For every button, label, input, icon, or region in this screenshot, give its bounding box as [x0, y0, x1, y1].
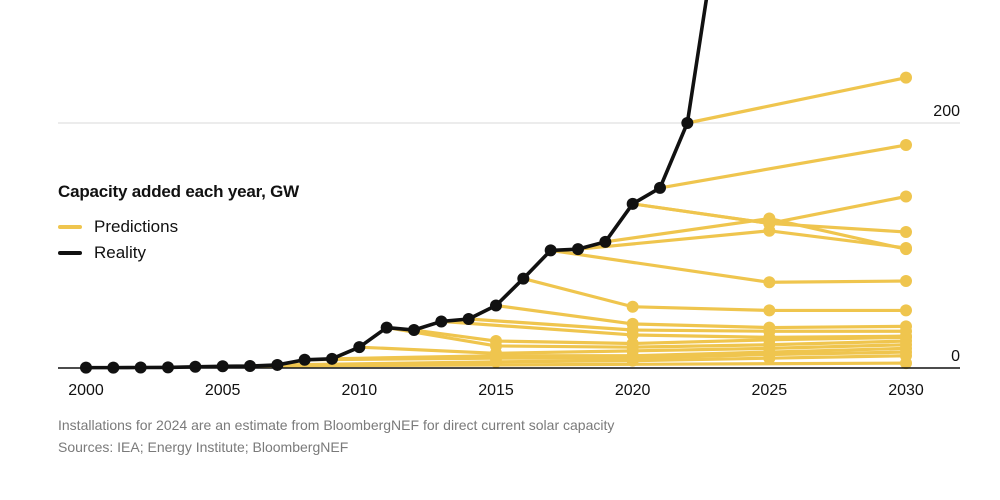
reality-point	[462, 313, 475, 325]
reality-series	[80, 0, 709, 374]
y-tick-label: 0	[951, 348, 960, 365]
reality-point	[353, 341, 366, 354]
x-tick-label: 2030	[888, 382, 924, 399]
prediction-line	[248, 361, 908, 368]
note-estimate: Installations for 2024 are an estimate f…	[58, 417, 615, 433]
prediction-point	[900, 241, 912, 254]
prediction-point	[626, 300, 639, 313]
reality-point	[380, 321, 393, 334]
prediction-line	[549, 248, 908, 284]
reality-point	[599, 235, 612, 248]
legend-item-predictions: Predictions	[58, 214, 299, 240]
prediction-point	[900, 226, 912, 239]
reality-point	[435, 315, 448, 328]
x-tick-label: 2005	[205, 382, 241, 399]
prediction-point	[763, 276, 776, 289]
legend-item-reality: Reality	[58, 240, 299, 266]
reality-point	[216, 360, 229, 373]
chart-title: Capacity added each year, GW	[58, 182, 299, 201]
x-tick-label: 2015	[478, 382, 514, 399]
prediction-line	[658, 143, 908, 190]
reality-point	[681, 117, 694, 129]
legend-label-predictions: Predictions	[94, 217, 179, 236]
legend: Capacity added each year, GW Predictions…	[58, 182, 299, 266]
prediction-point	[763, 352, 776, 365]
legend-swatch-reality	[58, 251, 82, 255]
prediction-point	[900, 71, 912, 84]
prediction-line	[439, 319, 908, 339]
prediction-point	[763, 224, 776, 237]
prediction-point	[900, 275, 912, 288]
reality-point	[244, 360, 256, 373]
reality-point	[271, 358, 284, 371]
prediction-point	[626, 328, 639, 341]
prediction-point	[900, 304, 912, 317]
reality-point	[326, 352, 338, 365]
x-tick-label: 2000	[68, 382, 104, 399]
reality-point	[572, 243, 584, 256]
reality-point	[490, 299, 502, 312]
prediction-point	[900, 139, 912, 152]
x-tick-label: 2025	[752, 382, 788, 399]
reality-point	[626, 197, 639, 210]
reality-point	[654, 181, 666, 194]
legend-label-reality: Reality	[94, 243, 146, 262]
legend-swatch-predictions	[58, 225, 82, 229]
note-sources: Sources: IEA; Energy Institute; Bloomber…	[58, 439, 349, 455]
x-tick-label: 2020	[615, 382, 651, 399]
reality-point	[517, 272, 530, 285]
prediction-line	[467, 317, 908, 333]
prediction-line	[521, 276, 908, 313]
chart-notes: Installations for 2024 are an estimate f…	[58, 414, 614, 458]
prediction-point	[763, 212, 776, 225]
prediction-point	[900, 357, 912, 370]
reality-point	[189, 360, 202, 373]
reality-point	[544, 244, 557, 257]
prediction-line	[494, 303, 908, 330]
x-tick-label: 2010	[342, 382, 378, 399]
prediction-point	[900, 190, 912, 203]
prediction-line	[685, 76, 908, 125]
x-axis: 0 200 2000 2005 2010 2015 2020 2025 2030	[58, 103, 960, 399]
reality-point	[408, 324, 420, 337]
prediction-point	[763, 304, 776, 317]
reality-point	[298, 353, 311, 366]
prediction-series	[248, 71, 912, 370]
prediction-line	[603, 216, 908, 251]
y-tick-label: 200	[933, 103, 960, 120]
